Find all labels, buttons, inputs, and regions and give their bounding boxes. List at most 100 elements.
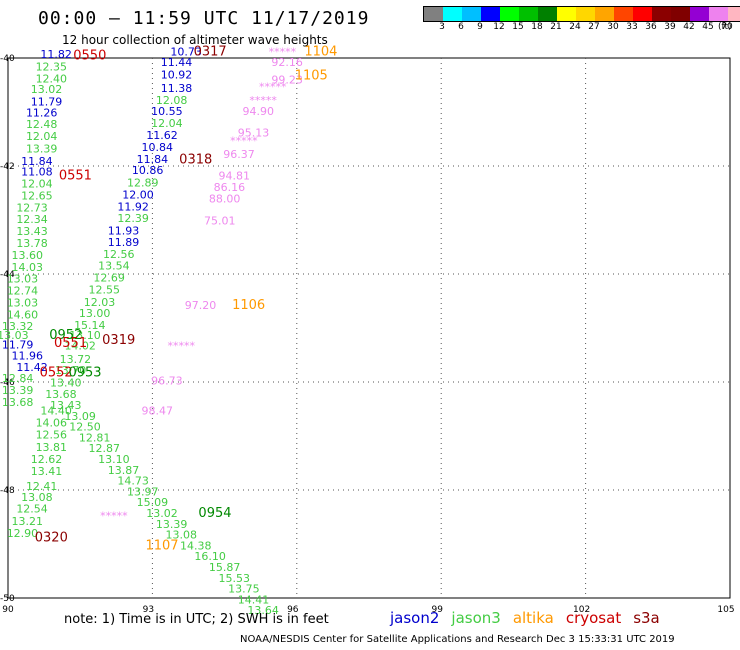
pass-time-label: 0954 xyxy=(198,506,231,521)
legend-swatch xyxy=(443,7,462,21)
wave-height-value: 13.09 xyxy=(64,410,96,423)
legend-swatch xyxy=(709,7,728,21)
wave-height-value: 14.03 xyxy=(12,261,44,274)
legend-label: 42 xyxy=(683,22,695,32)
wave-height-value: 75.01 xyxy=(204,214,236,227)
wave-height-value: 98.47 xyxy=(141,404,173,417)
wave-height-value: 11.62 xyxy=(146,129,178,142)
legend-label: 24 xyxy=(569,22,581,32)
pass-time-label: 1106 xyxy=(232,298,265,313)
page-subtitle: 12 hour collection of altimeter wave hei… xyxy=(62,33,328,47)
wave-height-value: 13.02 xyxy=(31,83,63,96)
lon-tick-label: 105 xyxy=(717,605,734,615)
lat-tick-label: -44 xyxy=(0,270,15,280)
wave-height-value: 12.87 xyxy=(89,442,121,455)
wave-height-value: ***** xyxy=(230,134,258,147)
wave-height-value: 12.03 xyxy=(84,296,116,309)
lat-tick-label: -50 xyxy=(0,594,15,604)
wave-height-value: 12.04 xyxy=(151,117,183,130)
lon-tick-label: 102 xyxy=(573,605,590,615)
legend-swatch xyxy=(481,7,500,21)
wave-height-value: 11.92 xyxy=(117,200,149,213)
pass-time-label: 0552 xyxy=(40,366,73,381)
lat-tick-label: -48 xyxy=(0,486,15,496)
legend-swatch xyxy=(538,7,557,21)
wave-height-value: 12.08 xyxy=(156,94,188,107)
legend-label: 21 xyxy=(550,22,562,32)
footer-note: note: 1) Time is in UTC; 2) SWH is in fe… xyxy=(64,612,329,627)
wave-height-value: 12.00 xyxy=(122,188,154,201)
pass-time-label: 0551 xyxy=(59,169,92,184)
wave-height-value: 14.60 xyxy=(7,308,39,321)
wave-height-value: 13.43 xyxy=(50,399,82,412)
legend-label: 12 xyxy=(493,22,505,32)
wave-height-value: 11.08 xyxy=(21,166,53,179)
wave-height-value: 11.96 xyxy=(12,349,44,362)
legend-swatch xyxy=(728,7,740,21)
satellite-legend-cryosat: cryosat xyxy=(565,609,622,627)
satellite-legend-jason2: jason2 xyxy=(390,609,440,627)
wave-height-value: 14.41 xyxy=(238,593,270,606)
wave-height-value: 13.81 xyxy=(36,441,68,454)
wave-height-value: 11.79 xyxy=(2,339,34,352)
wave-height-value: 12.90 xyxy=(7,527,39,540)
legend-unit: (ft) xyxy=(718,22,732,32)
wave-height-value: 12.55 xyxy=(89,283,121,296)
legend-label: 30 xyxy=(607,22,619,32)
satellite-legend-s3a: s3a xyxy=(633,609,660,627)
wave-height-value: 13.87 xyxy=(108,464,140,477)
lat-tick-label: -46 xyxy=(0,378,15,388)
wave-height-value: 13.32 xyxy=(2,320,34,333)
pass-time-label: 0319 xyxy=(102,333,135,348)
wave-height-value: 11.44 xyxy=(161,56,193,69)
wave-height-value: 12.73 xyxy=(16,201,48,214)
wave-height-value: 12.50 xyxy=(69,421,101,434)
legend-label: 18 xyxy=(531,22,543,32)
legend-label: 6 xyxy=(458,22,464,32)
legend-label: 27 xyxy=(588,22,600,32)
pass-time-label: 0318 xyxy=(179,152,212,167)
wave-height-value: 14.06 xyxy=(36,416,68,429)
wave-height-value: 96.73 xyxy=(151,375,183,388)
pass-time-label: 0952 xyxy=(49,328,82,343)
legend-swatch xyxy=(671,7,690,21)
wave-height-value: 12.74 xyxy=(7,285,39,298)
wave-height-value: 13.40 xyxy=(50,376,82,389)
pass-time-label: 0953 xyxy=(68,366,101,381)
wave-height-value: 13.39 xyxy=(156,518,188,531)
wave-height-value: 12.04 xyxy=(21,178,53,191)
wave-height-value: ***** xyxy=(259,80,287,93)
wave-height-value: 12.41 xyxy=(26,480,58,493)
wave-height-value: 10.92 xyxy=(161,69,193,82)
legend-label: 36 xyxy=(645,22,657,32)
wave-height-value: 13.75 xyxy=(228,583,260,596)
wave-height-value: 13.41 xyxy=(31,465,63,478)
wave-height-value: 13.68 xyxy=(2,396,34,409)
wave-height-value: 12.81 xyxy=(79,431,111,444)
wave-height-value: 13.43 xyxy=(16,225,48,238)
legend-label: 45 xyxy=(702,22,714,32)
wave-height-value: 15.53 xyxy=(218,572,250,585)
wave-height-value: 13.08 xyxy=(166,529,198,542)
color-legend-bar xyxy=(423,6,740,22)
legend-swatch xyxy=(500,7,519,21)
wave-height-value: 12.56 xyxy=(36,429,68,442)
wave-height-value: 13.39 xyxy=(26,143,58,156)
wave-height-value: 13.10 xyxy=(69,329,101,342)
legend-swatch xyxy=(633,7,652,21)
wave-height-value: 95.13 xyxy=(238,126,270,139)
wave-height-value: 11.26 xyxy=(26,106,58,119)
wave-height-value: ***** xyxy=(100,510,128,523)
wave-height-value: ***** xyxy=(249,94,277,107)
wave-height-value: 12.04 xyxy=(26,130,58,143)
footer-credit: NOAA/NESDIS Center for Satellite Applica… xyxy=(240,634,675,645)
wave-height-value: 12.89 xyxy=(127,177,159,190)
legend-label: 3 xyxy=(439,22,445,32)
wave-height-value: ***** xyxy=(168,340,196,353)
pass-time-label: 0320 xyxy=(35,530,68,545)
wave-height-value: 86.16 xyxy=(214,181,246,194)
lon-tick-label: 99 xyxy=(431,605,443,615)
satellite-legend-jason3: jason3 xyxy=(451,609,501,627)
wave-height-value: 13.70 xyxy=(55,364,87,377)
wave-height-value: 96.37 xyxy=(223,148,255,161)
